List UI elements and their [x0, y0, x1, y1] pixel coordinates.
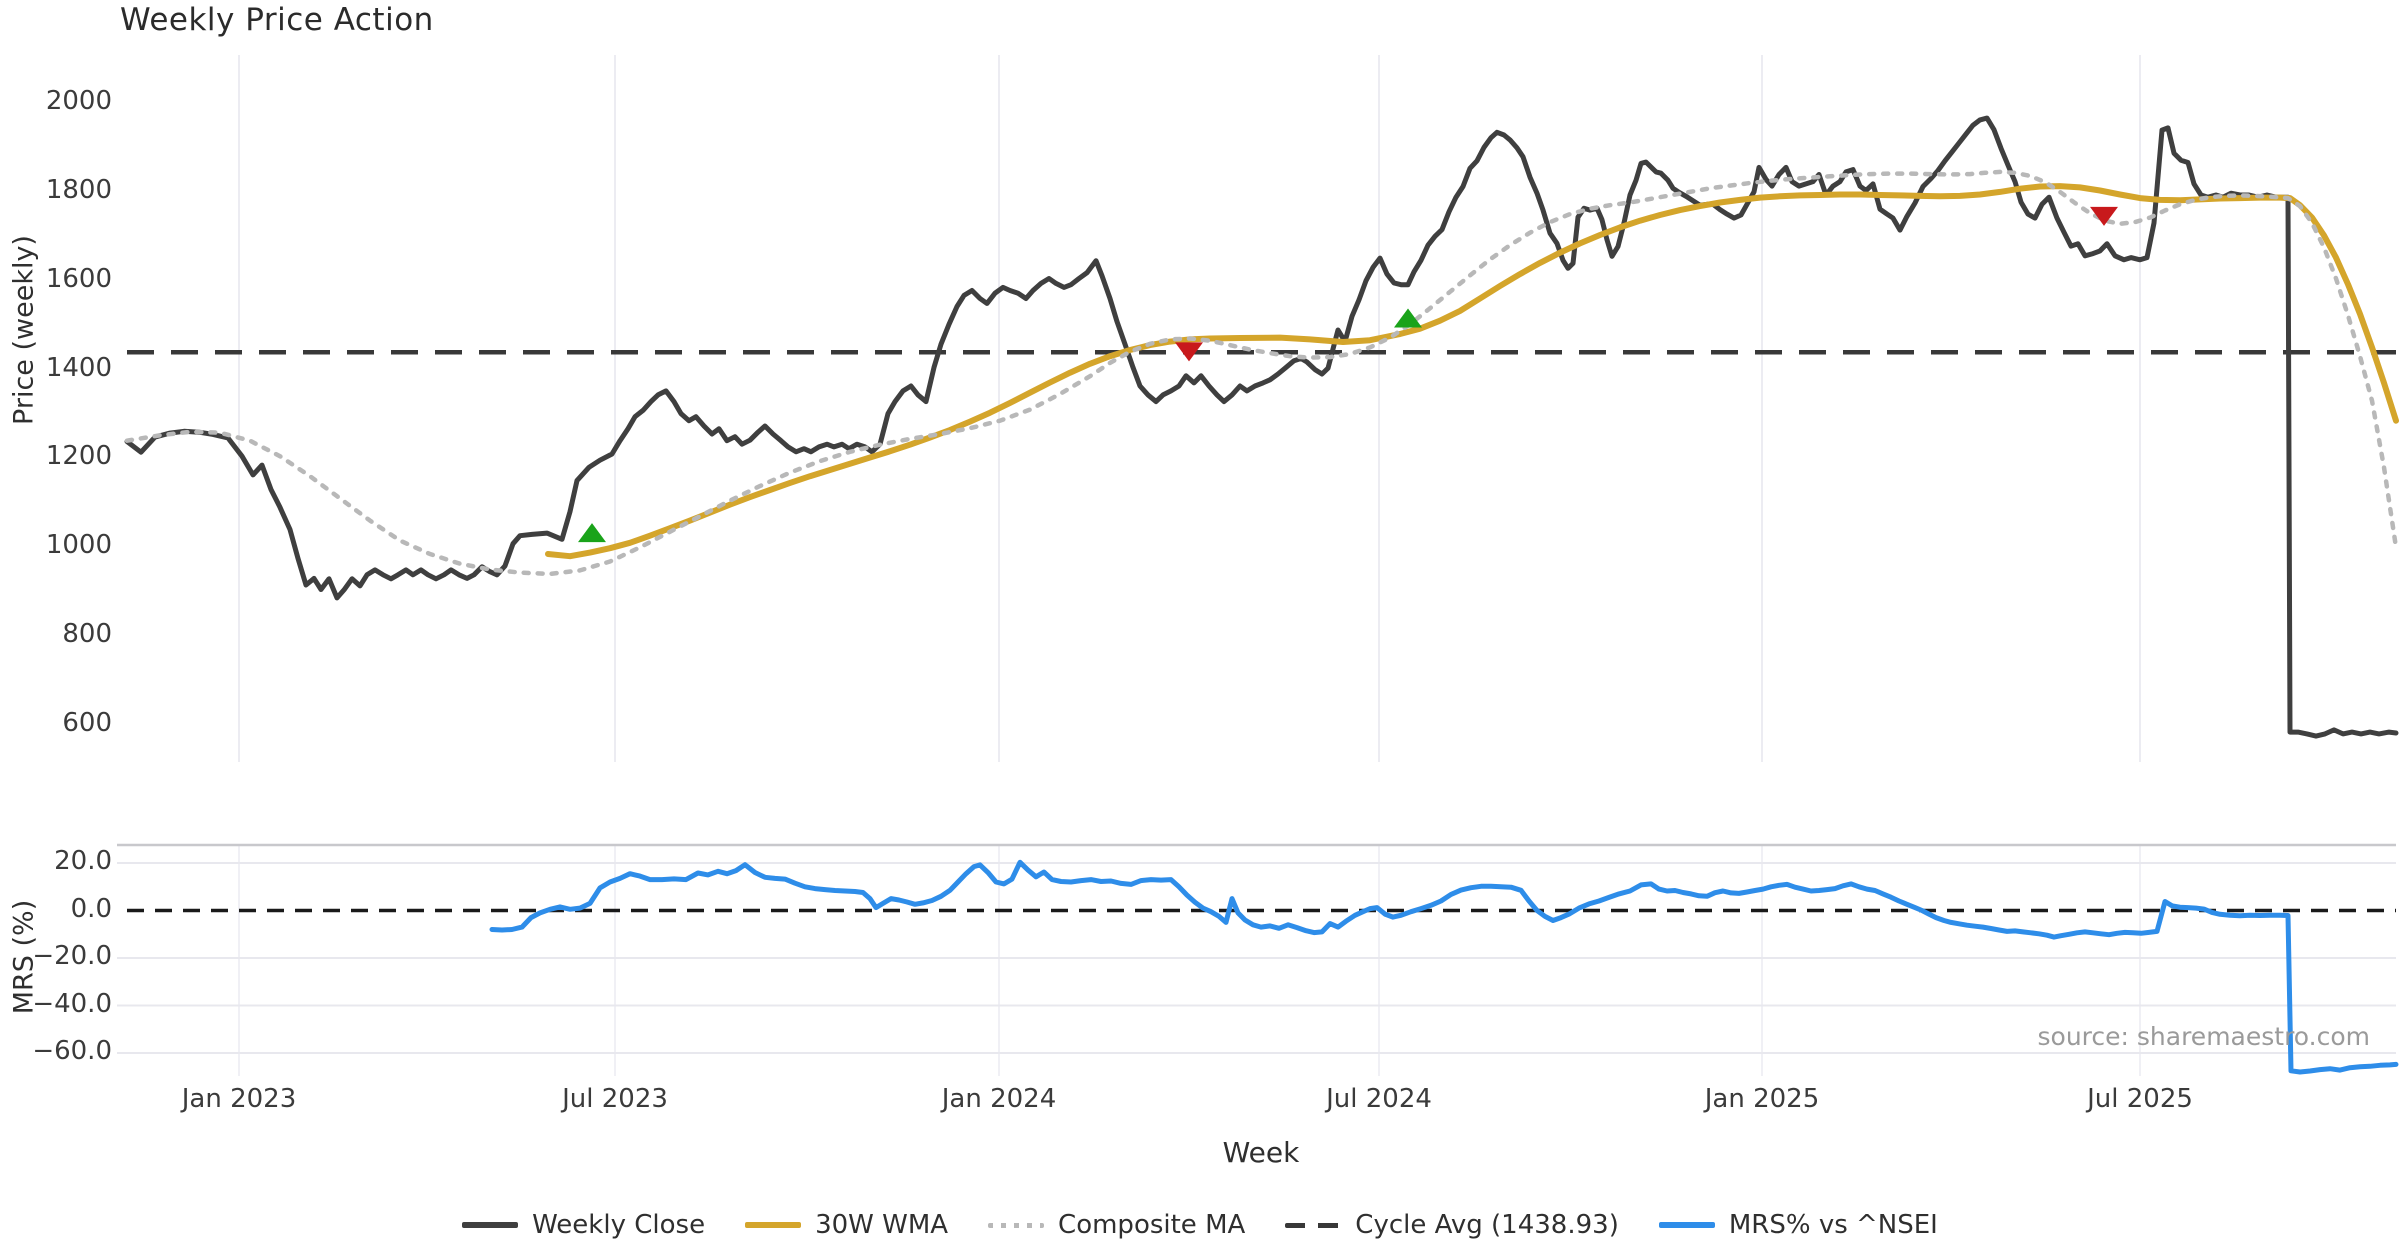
price-tick-label: 800	[62, 619, 112, 650]
legend-swatch-dashed-icon	[1285, 1222, 1342, 1228]
legend-label: Cycle Avg (1438.93)	[1355, 1210, 1619, 1240]
legend-item-composite-ma: Composite MA	[988, 1210, 1245, 1240]
mrs-tick-label: −40.0	[32, 988, 112, 1019]
week-axis-label: Week	[1222, 1136, 1300, 1169]
legend-swatch-solid-icon	[1658, 1222, 1715, 1228]
price-tick-label: 600	[62, 708, 112, 738]
price-tick-label: 1000	[45, 530, 112, 561]
source-text: source: sharemaestro.com	[2037, 1022, 2371, 1051]
x-tick-label: Jan 2025	[1704, 1084, 1820, 1114]
mrs-tick-label: 0.0	[70, 893, 112, 924]
x-tick-label: Jul 2023	[562, 1084, 668, 1114]
series-composite-ma	[124, 169, 2399, 577]
buy-signal-triangle	[578, 523, 606, 543]
legend-label: Composite MA	[1058, 1210, 1246, 1240]
mrs-tick-label: −20.0	[32, 941, 112, 971]
legend-label: 30W WMA	[815, 1210, 949, 1240]
chart-title: Weekly Price Action	[120, 2, 434, 38]
price-tick-label: 2000	[45, 86, 112, 116]
series-30w-wma	[545, 183, 2399, 560]
price-axis-label: Price (weekly)	[8, 235, 40, 425]
legend-item-mrs-vs-nsei: MRS% vs ^NSEI	[1658, 1210, 1938, 1240]
price-tick-label: 1400	[45, 352, 112, 383]
x-tick-label: Jan 2024	[941, 1084, 1057, 1114]
legend-swatch-solid-icon	[745, 1222, 802, 1228]
sell-signal-triangle	[1175, 342, 1203, 362]
legend-item-weekly-close: Weekly Close	[462, 1210, 705, 1240]
legend-item-cycle-avg-1438-93-: Cycle Avg (1438.93)	[1285, 1210, 1619, 1240]
legend-swatch-solid-icon	[462, 1222, 519, 1228]
legend-label: MRS% vs ^NSEI	[1728, 1210, 1938, 1240]
legend-swatch-dotted-icon	[988, 1222, 1045, 1228]
series-weekly-close	[124, 115, 2399, 739]
legend-item-30w-wma: 30W WMA	[745, 1210, 948, 1240]
x-tick-label: Jul 2024	[1326, 1084, 1432, 1114]
mrs-tick-label: −60.0	[32, 1036, 112, 1066]
legend-label: Weekly Close	[532, 1210, 706, 1240]
x-tick-label: Jan 2023	[181, 1084, 297, 1114]
price-tick-label: 1200	[45, 441, 112, 472]
legend: Weekly Close 30W WMA Composite MA Cycle Avg…	[0, 1210, 2400, 1240]
mrs-tick-label: 20.0	[54, 846, 112, 876]
price-tick-label: 1600	[45, 263, 112, 294]
sell-signal-triangle	[2090, 206, 2118, 226]
buy-signal-triangle	[1394, 308, 1422, 328]
price-tick-label: 1800	[45, 174, 112, 205]
x-tick-label: Jul 2025	[2087, 1084, 2193, 1114]
series-mrs-vs-nsei	[489, 859, 2399, 1075]
